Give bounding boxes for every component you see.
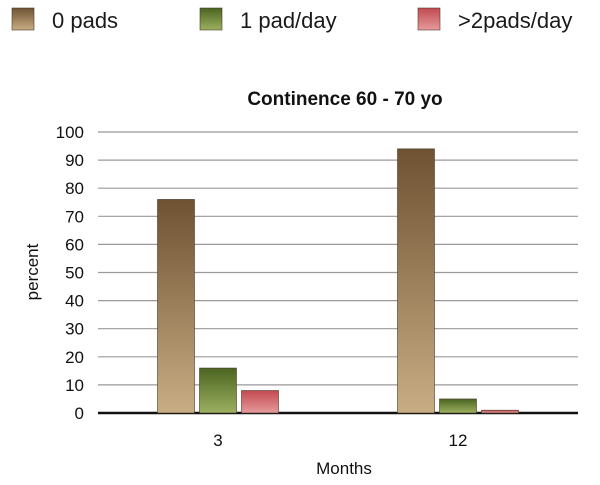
legend: 0 pads 1 pad/day >2pads/day [11,7,572,33]
bar-0-pads-3 [157,199,195,414]
y-tick-label: 70 [65,207,84,226]
y-axis-ticks: 0 10 20 30 40 50 60 70 80 90 100 [56,123,84,423]
bars [157,148,519,414]
y-tick-label: 40 [65,292,84,311]
x-axis-label: Months [316,459,372,478]
bar-2pads-day-3 [241,390,279,414]
x-tick-label: 3 [213,431,222,450]
y-tick-label: 30 [65,320,84,339]
legend-swatch [417,7,441,31]
bar-1-pad-day-3 [199,367,237,414]
y-tick-label: 10 [65,376,84,395]
bar-2pads-day-12 [481,409,519,414]
y-tick-label: 80 [65,179,84,198]
legend-label: 1 pad/day [240,8,337,33]
y-tick-label: 50 [65,264,84,283]
y-tick-label: 90 [65,151,84,170]
legend-swatch [199,7,223,31]
bar-0-pads-12 [397,148,435,414]
y-tick-label: 100 [56,123,84,142]
bar-1-pad-day-12 [439,398,477,414]
y-tick-label: 20 [65,348,84,367]
x-axis-ticks: 3 12 [213,431,467,450]
y-tick-label: 0 [75,404,84,423]
x-tick-label: 12 [449,431,468,450]
legend-label: >2pads/day [458,8,572,33]
legend-label: 0 pads [52,8,118,33]
chart-title: Continence 60 - 70 yo [247,89,442,110]
y-axis-label: percent [23,243,42,300]
y-tick-label: 60 [65,235,84,254]
legend-swatch [11,7,35,31]
